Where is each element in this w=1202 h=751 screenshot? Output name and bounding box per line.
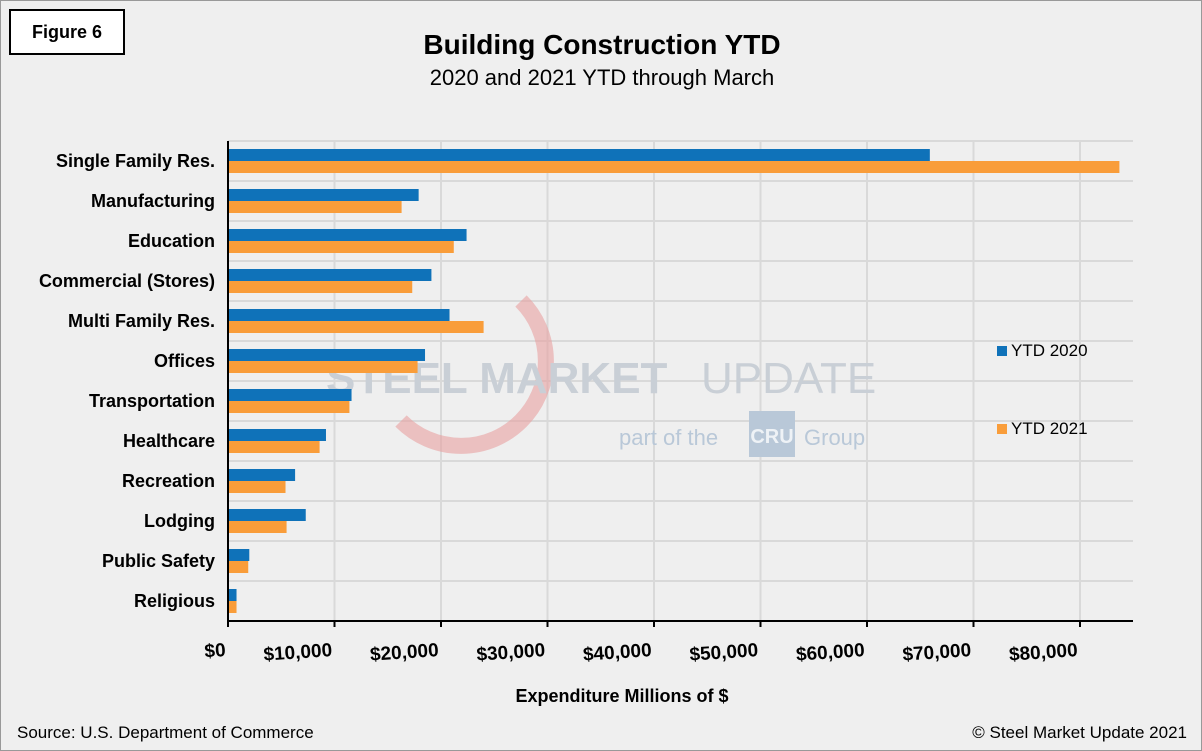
x-tick-label: $30,000 bbox=[476, 640, 546, 666]
bar-ytd-2021 bbox=[228, 281, 413, 293]
cru-logo bbox=[749, 411, 795, 457]
cru-logo-text: CRU bbox=[750, 426, 793, 448]
x-tick-label: $80,000 bbox=[1008, 640, 1078, 666]
legend-swatch bbox=[997, 424, 1007, 434]
bar-ytd-2021 bbox=[228, 441, 320, 453]
bar-ytd-2020 bbox=[228, 189, 419, 201]
category-label: Recreation bbox=[122, 471, 215, 491]
bar-ytd-2021 bbox=[228, 601, 237, 613]
category-label: Lodging bbox=[144, 511, 215, 531]
category-label: Education bbox=[128, 231, 215, 251]
x-tick-label: $50,000 bbox=[689, 640, 759, 666]
x-tick-label: $40,000 bbox=[582, 640, 652, 666]
x-tick-label: $70,000 bbox=[902, 640, 972, 666]
category-label: Healthcare bbox=[123, 431, 215, 451]
category-label: Public Safety bbox=[102, 551, 215, 571]
watermark-text: UPDATE bbox=[701, 354, 876, 403]
bar-ytd-2020 bbox=[228, 429, 326, 441]
bar-ytd-2021 bbox=[228, 321, 484, 333]
source-note: Source: U.S. Department of Commerce bbox=[17, 723, 314, 742]
category-label: Single Family Res. bbox=[56, 151, 215, 171]
bar-ytd-2021 bbox=[228, 561, 249, 573]
bar-ytd-2021 bbox=[228, 481, 286, 493]
bar-ytd-2020 bbox=[228, 589, 237, 601]
bar-ytd-2020 bbox=[228, 269, 432, 281]
category-label: Offices bbox=[154, 351, 215, 371]
bar-ytd-2021 bbox=[228, 161, 1120, 173]
bar-ytd-2021 bbox=[228, 401, 350, 413]
copyright-note: © Steel Market Update 2021 bbox=[972, 723, 1187, 742]
bar-ytd-2021 bbox=[228, 241, 454, 253]
x-tick-label: $60,000 bbox=[795, 640, 865, 666]
legend-swatch bbox=[997, 346, 1007, 356]
x-tick-label: $0 bbox=[204, 640, 227, 662]
category-label: Manufacturing bbox=[91, 191, 215, 211]
bar-ytd-2020 bbox=[228, 229, 467, 241]
bar-ytd-2021 bbox=[228, 361, 418, 373]
bar-ytd-2020 bbox=[228, 549, 250, 561]
x-tick-label: $20,000 bbox=[369, 640, 439, 666]
x-axis-label: Expenditure Millions of $ bbox=[515, 686, 728, 706]
legend-label: YTD 2021 bbox=[1011, 419, 1088, 438]
category-label: Commercial (Stores) bbox=[39, 271, 215, 291]
x-tick-label: $10,000 bbox=[263, 640, 333, 666]
watermark-text: part of the bbox=[619, 425, 718, 450]
category-label: Multi Family Res. bbox=[68, 311, 215, 331]
watermark-swoosh bbox=[395, 295, 554, 454]
bar-ytd-2021 bbox=[228, 201, 402, 213]
bar-ytd-2020 bbox=[228, 149, 930, 161]
category-label: Religious bbox=[134, 591, 215, 611]
figure-label: Figure 6 bbox=[9, 9, 125, 55]
chart-title: Building Construction YTD bbox=[423, 29, 781, 60]
bar-ytd-2020 bbox=[228, 389, 352, 401]
bar-ytd-2020 bbox=[228, 349, 426, 361]
chart-subtitle: 2020 and 2021 YTD through March bbox=[429, 65, 775, 90]
legend-label: YTD 2020 bbox=[1011, 341, 1088, 360]
category-label: Transportation bbox=[89, 391, 215, 411]
bar-ytd-2021 bbox=[228, 521, 287, 533]
watermark-text: Group bbox=[804, 425, 865, 450]
bar-ytd-2020 bbox=[228, 509, 306, 521]
bar-ytd-2020 bbox=[228, 309, 450, 321]
bar-ytd-2020 bbox=[228, 469, 296, 481]
